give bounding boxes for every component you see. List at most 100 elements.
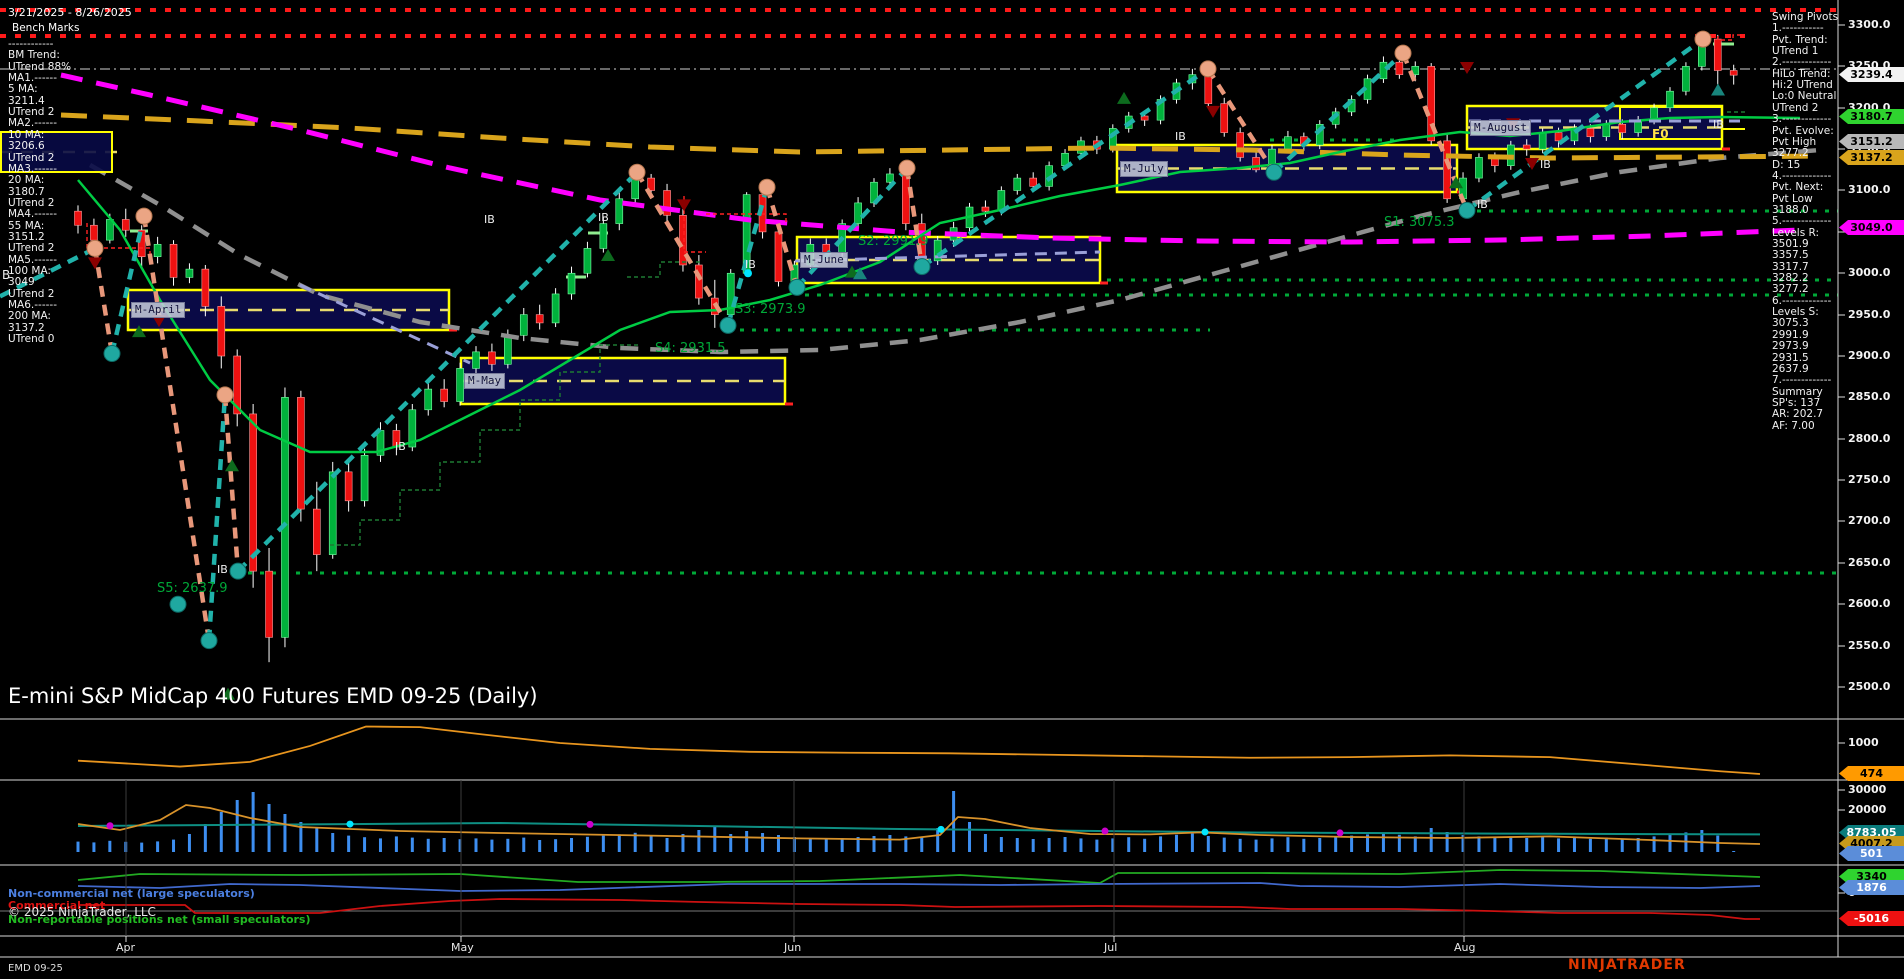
swing-zigzag — [109, 215, 147, 355]
swing-zigzag — [635, 171, 730, 327]
swing-zigzag — [920, 67, 1210, 269]
candle-body — [567, 272, 576, 295]
candle-body — [472, 351, 480, 369]
pivot-low-marker — [200, 632, 218, 650]
month-box-label[interactable]: M-June — [800, 252, 848, 268]
pivot-high-marker — [758, 178, 776, 196]
axis-tick-label: 20000 — [1848, 803, 1887, 816]
pivot-low-marker — [1265, 163, 1283, 181]
swing-zigzag — [725, 186, 770, 326]
sell-signal-triangle — [88, 257, 102, 270]
candle-body — [583, 248, 592, 274]
candle-body — [1236, 132, 1244, 158]
candle-body — [408, 409, 417, 448]
swing-pivot-line: UTrend 1 — [1772, 45, 1819, 58]
benchmark-info-line: 3206.6 — [8, 140, 45, 153]
ma10-highlight-box[interactable] — [0, 131, 113, 173]
benchmark-info-line: UTrend 2 — [8, 242, 55, 255]
buy-signal-triangle — [1117, 91, 1131, 104]
swing-pivot-line: Pvt. Evolve: — [1772, 124, 1834, 137]
buy-signal-triangle — [132, 325, 146, 338]
candle-body — [233, 355, 241, 415]
benchmark-info-line: 20 MA: — [8, 174, 45, 187]
candle-body — [1475, 157, 1483, 179]
volume-ma-orange — [77, 804, 1761, 845]
initial-balance-label: IB — [1540, 158, 1551, 171]
swing-pivot-line: UTrend 2 — [1772, 101, 1819, 114]
month-box-label[interactable]: M-August — [1470, 119, 1531, 136]
benchmark-info-line: 3137.2 — [8, 321, 45, 334]
axis-tick-label: 2650.0 — [1848, 556, 1891, 569]
axis-tick-label: 2700.0 — [1848, 514, 1891, 527]
candle-body — [1395, 61, 1404, 75]
initial-balance-label: IB — [1175, 130, 1186, 143]
swing-pivot-line: 2931.5 — [1772, 351, 1809, 364]
candle-body — [981, 206, 990, 212]
price-tag: 1876 — [1839, 880, 1904, 895]
benchmark-info-line: 5 MA: — [8, 83, 38, 96]
swing-pivot-line: Levels R: — [1772, 226, 1820, 239]
candle-body — [1554, 132, 1563, 142]
candle-body — [1427, 66, 1435, 142]
candle-body — [663, 190, 671, 216]
candle-body — [217, 306, 226, 357]
pivot-low-marker — [788, 278, 806, 296]
cyan-dot-marker — [744, 269, 752, 278]
instrument-label: EMD 09-25 — [8, 963, 63, 974]
candle-body — [488, 351, 496, 365]
candle-body — [137, 229, 146, 258]
candle-body — [615, 198, 624, 224]
pivot-high-marker — [135, 207, 153, 225]
volume-ma-teal — [77, 821, 1761, 836]
stop-trail-green — [627, 261, 700, 278]
swing-pivot-line: AF: 7.00 — [1772, 419, 1815, 432]
month-box-label[interactable]: M-April — [131, 302, 186, 318]
benchmark-info-line: UTrend 2 — [8, 151, 55, 164]
candle-body — [1522, 144, 1531, 150]
candle-body — [1538, 132, 1547, 150]
month-box-label[interactable]: M-July — [1120, 160, 1168, 177]
pivot-low-marker — [719, 316, 737, 334]
stop-trail-red — [86, 223, 151, 263]
swing-pivot-line: D: 15 — [1772, 158, 1801, 171]
initial-balance-label: IB — [1713, 118, 1724, 131]
swing-pivot-line: 3317.7 — [1772, 260, 1809, 273]
chart-title: E-mini S&P MidCap 400 Futures EMD 09-25 … — [8, 684, 538, 708]
weekly-dot-marker — [1101, 827, 1109, 835]
month-box-label[interactable]: M-May — [464, 373, 506, 389]
benchmark-info-line: MA3.------ — [8, 162, 57, 175]
candle-body — [265, 570, 273, 638]
axis-tick-label: 30000 — [1848, 783, 1887, 796]
axis-tick-label: 2550.0 — [1848, 639, 1891, 652]
swing-pivot-line: 3.------------- — [1772, 113, 1832, 126]
ma100-line — [60, 72, 1801, 245]
benchmark-info-line: 3180.7 — [8, 185, 45, 198]
initial-balance-label: IB — [217, 563, 228, 576]
candle-body — [1729, 70, 1738, 76]
candle-body — [535, 314, 544, 324]
initial-balance-label: IB — [484, 213, 495, 226]
support-level-label: S4: 2931.5 — [655, 341, 726, 356]
legend-large-speculators: Non-commercial net (large speculators) — [8, 887, 255, 900]
candle-body — [1586, 128, 1595, 138]
swing-pivot-line: Pvt High — [1772, 135, 1817, 148]
swing-pivot-line: HiLo Trend: — [1772, 67, 1831, 80]
buy-signal-triangle — [601, 249, 615, 262]
pivot-high-marker — [1199, 60, 1217, 78]
buy-signal-triangle — [845, 265, 859, 278]
weekly-dot-marker — [1336, 829, 1344, 837]
candle-body — [774, 231, 783, 282]
benchmark-info-line: UTrend 2 — [8, 287, 55, 300]
swing-zigzag — [1465, 37, 1705, 213]
benchmark-info-line: MA4.------ — [8, 208, 57, 221]
pivot-up-triangle — [853, 267, 867, 280]
candle-body — [360, 454, 369, 502]
benchmark-info-line: BM Trend: — [8, 49, 60, 62]
swing-zigzag — [1272, 51, 1405, 174]
swing-pivot-line: 3277.2 — [1772, 283, 1809, 296]
support-level-label: S5: 2637.9 — [157, 581, 228, 596]
sell-signal-triangle — [1460, 62, 1474, 75]
candle-body — [519, 314, 528, 336]
